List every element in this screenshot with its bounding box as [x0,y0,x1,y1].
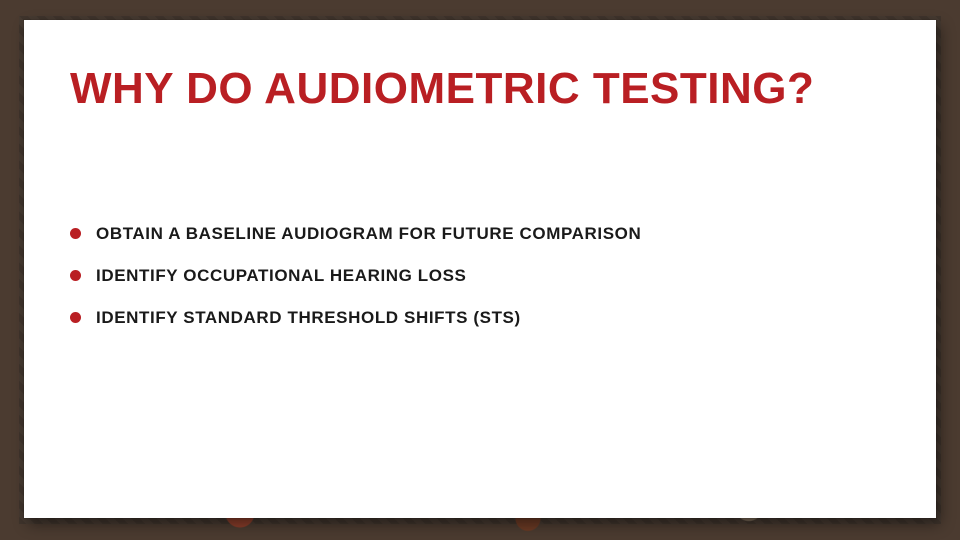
bullet-dot-icon [70,228,81,239]
bullet-item: IDENTIFY OCCUPATIONAL HEARING LOSS [70,266,890,286]
bullet-text: OBTAIN A BASELINE AUDIOGRAM FOR FUTURE C… [96,224,641,243]
slide-title: WHY DO AUDIOMETRIC TESTING? [70,66,890,112]
bullet-item: OBTAIN A BASELINE AUDIOGRAM FOR FUTURE C… [70,224,890,244]
bullet-dot-icon [70,270,81,281]
stage: WHY DO AUDIOMETRIC TESTING? OBTAIN A BAS… [0,0,960,540]
bullet-dot-icon [70,312,81,323]
slide: WHY DO AUDIOMETRIC TESTING? OBTAIN A BAS… [24,20,936,518]
bullet-text: IDENTIFY OCCUPATIONAL HEARING LOSS [96,266,467,285]
bullet-text: IDENTIFY STANDARD THRESHOLD SHIFTS (STS) [96,308,521,327]
bullet-item: IDENTIFY STANDARD THRESHOLD SHIFTS (STS) [70,308,890,328]
bullet-list: OBTAIN A BASELINE AUDIOGRAM FOR FUTURE C… [70,224,890,328]
